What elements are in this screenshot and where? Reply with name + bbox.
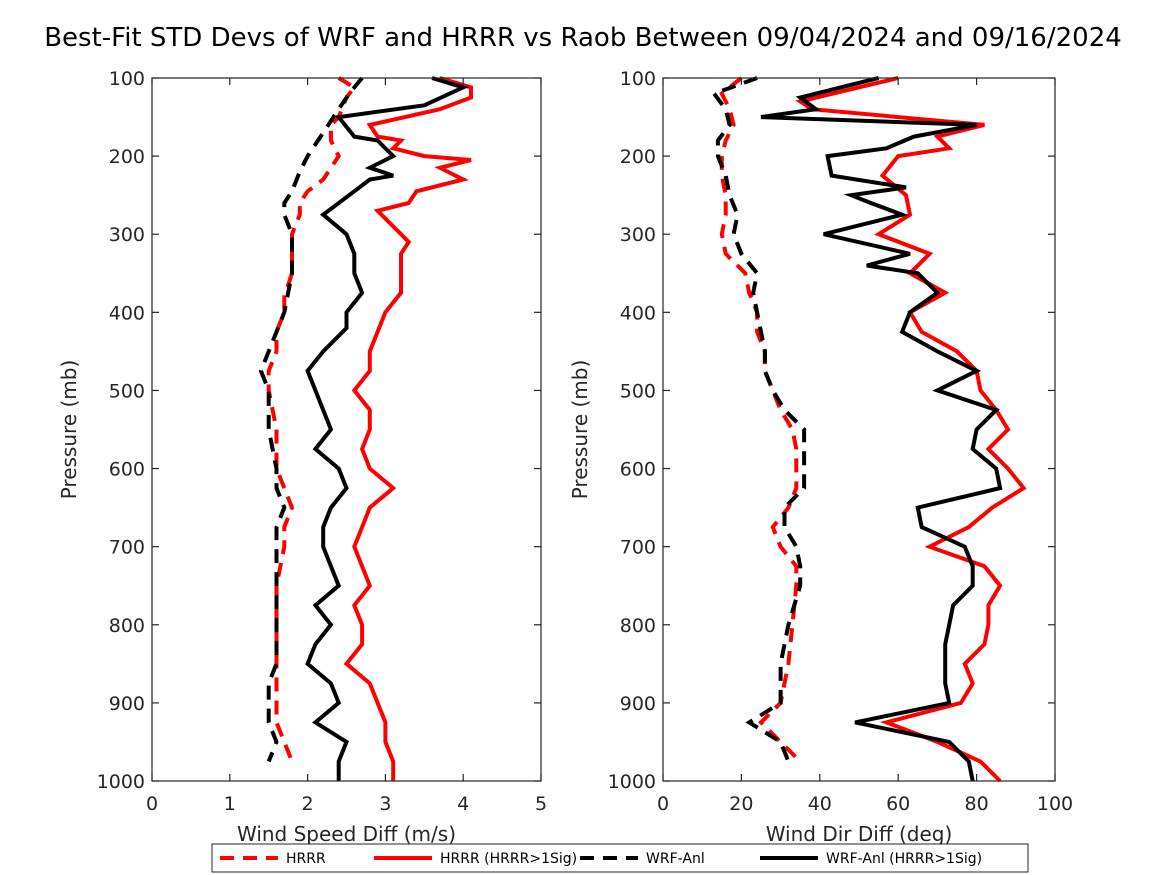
x-tick-label: 5 xyxy=(535,793,547,815)
x-tick-label: 4 xyxy=(457,793,469,815)
series-line-3 xyxy=(710,76,807,763)
y-tick-label: 400 xyxy=(620,302,656,324)
y-tick-label: 200 xyxy=(109,146,145,168)
y-tick-label: 200 xyxy=(620,146,656,168)
y-tick-label: 1000 xyxy=(97,771,145,793)
legend-label-1: HRRR xyxy=(286,851,326,867)
y-axis-label: Pressure (mb) xyxy=(57,360,81,500)
y-tick-label: 600 xyxy=(620,459,656,481)
series-line-2 xyxy=(343,76,473,781)
legend-label-2: HRRR (HRRR>1Sig) xyxy=(440,851,577,867)
y-tick-label: 1000 xyxy=(608,771,656,793)
x-tick-label: 60 xyxy=(886,793,910,815)
x-tick-label: 1 xyxy=(224,793,236,815)
x-tick-label: 40 xyxy=(808,793,832,815)
y-tick-label: 100 xyxy=(620,68,656,90)
y-tick-label: 100 xyxy=(109,68,145,90)
legend: HRRR HRRR (HRRR>1Sig) WRF-Anl WRF-Anl (HRRR… xyxy=(211,843,1029,873)
y-tick-label: 600 xyxy=(109,459,145,481)
x-axis-label: Wind Dir Diff (deg) xyxy=(766,822,953,846)
axes-frame xyxy=(151,77,542,782)
x-tick-label: 0 xyxy=(146,793,158,815)
y-tick-label: 700 xyxy=(109,537,145,559)
y-tick-label: 900 xyxy=(109,693,145,715)
x-tick-label: 20 xyxy=(729,793,753,815)
y-tick-label: 400 xyxy=(109,302,145,324)
series-line-3 xyxy=(258,76,364,763)
y-tick-label: 500 xyxy=(620,380,656,402)
y-tick-label: 700 xyxy=(620,537,656,559)
y-tick-label: 300 xyxy=(109,224,145,246)
x-axis-label: Wind Speed Diff (m/s) xyxy=(237,822,456,846)
series-line-4 xyxy=(760,76,1003,782)
axes-frame xyxy=(662,77,1056,782)
wind-direction-panel: 0 20 40 60 80 100 100 200 300 400 500 600 700 800 900 1… xyxy=(568,68,1073,846)
y-tick-label: 300 xyxy=(620,224,656,246)
series-line-4 xyxy=(305,76,469,781)
x-tick-label: 2 xyxy=(302,793,314,815)
y-tick-label: 800 xyxy=(620,615,656,637)
legend-label-4: WRF-Anl (HRRR>1Sig) xyxy=(826,851,982,867)
legend-box xyxy=(211,843,1029,873)
x-tick-label: 0 xyxy=(657,793,669,815)
x-tick-label: 100 xyxy=(1037,793,1073,815)
y-tick-label: 900 xyxy=(620,693,656,715)
y-tick-label: 500 xyxy=(109,380,145,402)
y-axis-label: Pressure (mb) xyxy=(568,360,592,500)
y-tick-label: 800 xyxy=(109,615,145,637)
wind-speed-panel: 0 1 2 3 4 5 100 200 300 400 500 600 700 800 900 1000 Win… xyxy=(57,68,547,846)
chart-title: Best-Fit STD Devs of WRF and HRRR vs Rao… xyxy=(44,23,1122,53)
x-tick-label: 80 xyxy=(965,793,989,815)
x-tick-label: 3 xyxy=(379,793,391,815)
legend-label-3: WRF-Anl xyxy=(646,851,705,867)
series-line-1 xyxy=(266,76,358,763)
